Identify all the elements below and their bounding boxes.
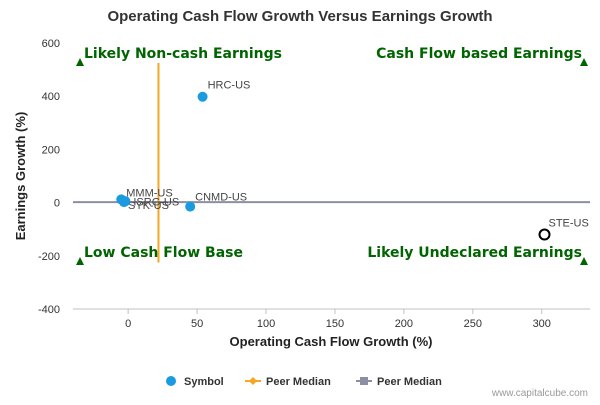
point-label: CNMD-US: [195, 192, 247, 204]
x-tick-label: 100: [257, 318, 275, 330]
data-point: [185, 201, 196, 212]
x-tick-label: 250: [464, 318, 482, 330]
x-tick-label: 0: [125, 318, 131, 330]
point-label: HRC-US: [208, 80, 251, 92]
chart-title: Operating Cash Flow Growth Versus Earnin…: [107, 8, 492, 25]
quadrant-marker-bottom-left: [76, 257, 84, 265]
quadrant-label-top-left: Likely Non-cash Earnings: [84, 46, 282, 62]
y-tick-label: 400: [42, 91, 60, 103]
x-tick-label: 50: [191, 318, 203, 330]
y-axis-title: Earnings Growth (%): [13, 112, 28, 241]
quadrant-label-bottom-left: Low Cash Flow Base: [84, 245, 243, 261]
y-tick-label: 200: [42, 144, 60, 156]
x-axis-title: Operating Cash Flow Growth (%): [230, 334, 433, 349]
point-label: ISRG-US: [133, 196, 179, 208]
highlighted-point-label: STE-US: [549, 218, 589, 230]
y-tick-label: -400: [38, 304, 60, 316]
x-tick-label: 300: [533, 318, 551, 330]
legend-item-symbol[interactable]: Symbol: [166, 376, 224, 388]
legend[interactable]: Symbol Peer Median Peer Median: [166, 376, 442, 388]
legend-diamond-marker: [249, 377, 257, 385]
legend-label: Peer Median: [377, 376, 442, 388]
highlighted-point: [538, 228, 551, 241]
quadrant-label-bottom-right: Likely Undeclared Earnings: [367, 245, 582, 261]
quadrant-marker-top-right: [580, 58, 588, 66]
credit-text: www.capitalcube.com: [491, 388, 588, 399]
point-label: SYK-US: [128, 200, 169, 212]
point-label: MMM-US: [126, 187, 172, 199]
quadrant-marker-top-left: [76, 58, 84, 66]
legend-label: Symbol: [184, 376, 224, 388]
legend-item-peer-median-earnings[interactable]: Peer Median: [356, 376, 442, 388]
legend-item-peer-median-cashflow[interactable]: Peer Median: [245, 376, 331, 388]
y-tick-label: 0: [54, 198, 60, 210]
quadrant-label-top-right: Cash Flow based Earnings: [376, 46, 582, 62]
quadrant-marker-bottom-right: [580, 257, 588, 265]
legend-label: Peer Median: [266, 376, 331, 388]
x-tick-label: 150: [326, 318, 344, 330]
y-tick-label: 600: [42, 38, 60, 50]
data-point: [120, 196, 131, 207]
legend-symbol-marker: [166, 376, 176, 386]
x-tick-label: 200: [395, 318, 413, 330]
y-tick-label: -200: [38, 251, 60, 263]
data-point: [197, 91, 208, 102]
legend-square-marker: [360, 377, 368, 385]
plot-area: 0 50 100 150 200 250 300 -400 -200 0 200 400 600 Like…: [38, 38, 590, 330]
